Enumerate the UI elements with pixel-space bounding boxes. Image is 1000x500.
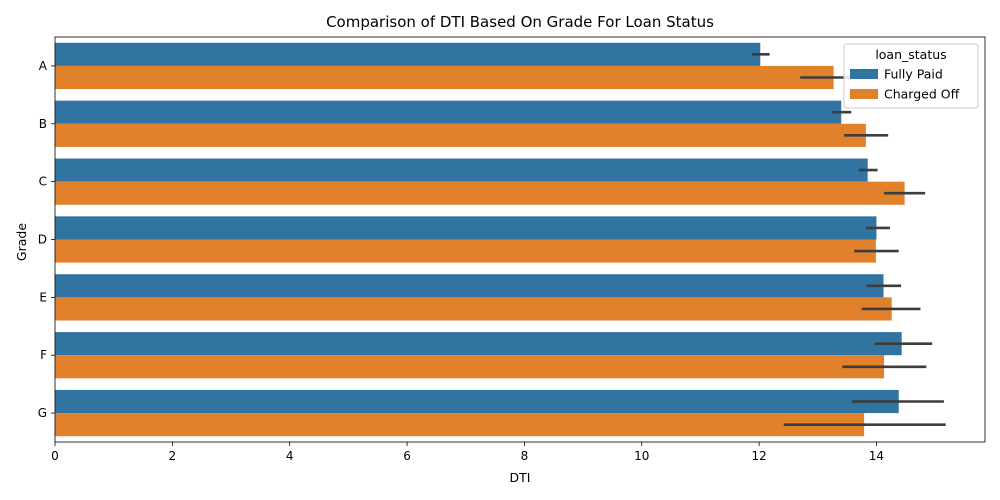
- bar-c-fully-paid: [55, 158, 868, 182]
- x-tick-label: 14: [869, 449, 884, 463]
- x-tick-label: 6: [403, 449, 411, 463]
- chart-title: Comparison of DTI Based On Grade For Loa…: [326, 13, 714, 31]
- y-tick-label: F: [40, 348, 47, 362]
- bar-c-charged-off: [55, 181, 905, 205]
- bar-e-fully-paid: [55, 274, 884, 298]
- legend-title: loan_status: [875, 47, 946, 62]
- bars-group: [55, 42, 905, 437]
- ticks-group: A B C D E F G 0 2 4 6 8 10 12 14: [38, 59, 884, 463]
- bar-f-fully-paid: [55, 332, 902, 356]
- x-tick-label: 8: [521, 449, 529, 463]
- bar-a-charged-off: [55, 65, 834, 90]
- bar-b-charged-off: [55, 123, 866, 147]
- y-tick-label: C: [39, 175, 47, 189]
- error-bars-group: [752, 53, 946, 426]
- bar-d-charged-off: [55, 239, 876, 263]
- x-tick-label: 0: [51, 449, 59, 463]
- bar-f-charged-off: [55, 355, 885, 379]
- bar-d-fully-paid: [55, 216, 877, 240]
- legend-label-fully-paid: Fully Paid: [884, 67, 943, 82]
- legend: loan_status Fully Paid Charged Off: [843, 43, 979, 109]
- y-tick-label: A: [39, 59, 48, 73]
- bar-e-charged-off: [55, 297, 892, 321]
- x-tick-label: 2: [169, 449, 177, 463]
- y-tick-label: B: [39, 117, 47, 131]
- x-tick-label: 10: [634, 449, 649, 463]
- y-tick-label: G: [38, 406, 47, 420]
- legend-swatch-fully-paid: [850, 69, 878, 79]
- legend-label-charged-off: Charged Off: [884, 87, 960, 102]
- x-axis-label: DTI: [510, 470, 531, 485]
- y-axis-label: Grade: [14, 223, 29, 261]
- bar-b-fully-paid: [55, 100, 842, 124]
- bar-g-charged-off: [55, 413, 865, 437]
- bar-a-fully-paid: [55, 42, 761, 66]
- y-tick-label: E: [39, 290, 47, 304]
- y-tick-label: D: [38, 233, 47, 247]
- x-tick-label: 12: [751, 449, 766, 463]
- x-tick-label: 4: [286, 449, 294, 463]
- legend-swatch-charged-off: [850, 89, 878, 99]
- bar-g-fully-paid: [55, 389, 899, 414]
